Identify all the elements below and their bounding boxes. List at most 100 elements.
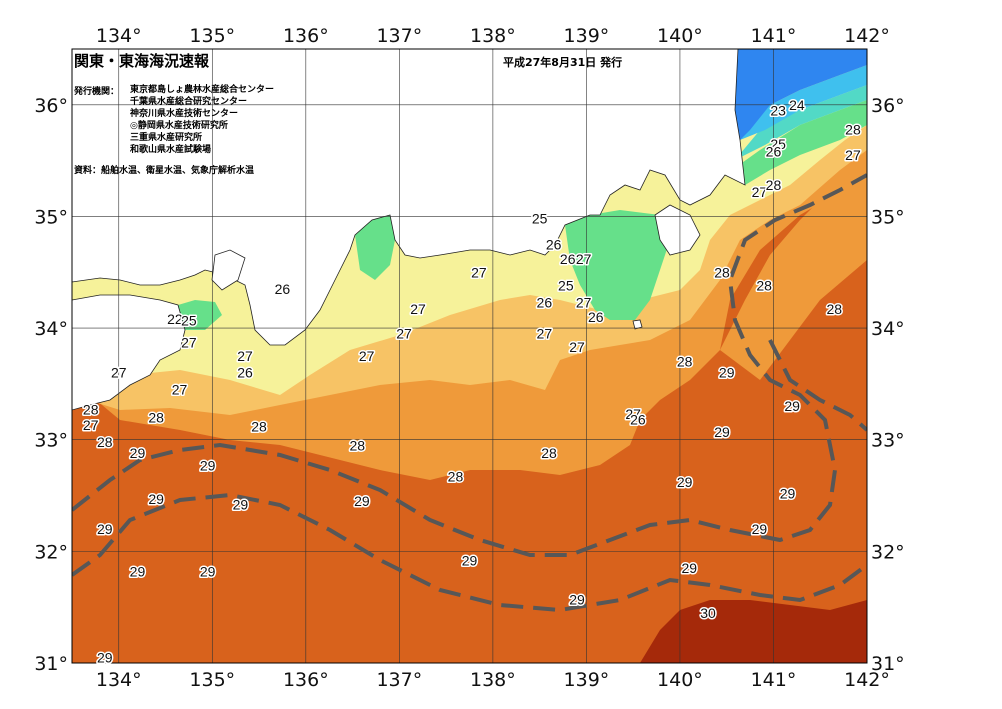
longitude-tick-label: 134° xyxy=(96,25,142,47)
kuroshio-axis-north xyxy=(768,339,867,432)
latitude-tick-label: 31° xyxy=(34,653,68,675)
longitude-tick-label: 139° xyxy=(564,669,610,691)
isotherm-label: 29 xyxy=(130,563,146,579)
isotherm-label: 29 xyxy=(200,563,216,579)
isotherm-label: 28 xyxy=(541,445,557,461)
sea-cold-zone-ne xyxy=(735,49,867,140)
latitude-tick-label: 36° xyxy=(871,95,905,117)
isotherm-label: 23 xyxy=(770,102,786,118)
isotherm-label: 27 xyxy=(172,381,188,397)
isotherm-label: 29 xyxy=(569,591,585,607)
sea-28-zone-east xyxy=(720,165,867,380)
sea-25-zone-izu xyxy=(565,210,670,320)
issuer-item: 千葉県水産総合研究センター xyxy=(130,97,248,107)
longitude-tick-label: 136° xyxy=(283,669,329,691)
longitude-tick-label: 138° xyxy=(470,25,516,47)
isotherm-label: 28 xyxy=(349,437,365,453)
sea-25-zone-kii xyxy=(178,300,222,330)
latitude-tick-label: 35° xyxy=(34,206,68,228)
isotherm-label: 29 xyxy=(714,424,730,440)
isotherm-label: 29 xyxy=(784,398,800,414)
axis-ticks: 134° 134° 135° 135° 136° 136° 137° 137° 138° 138°… xyxy=(34,25,904,691)
latitude-tick-label: 32° xyxy=(871,541,905,563)
kuroshio-axis-main xyxy=(72,173,867,557)
sea-30-zone xyxy=(640,600,867,663)
isotherm-label: 26 xyxy=(275,281,291,297)
longitude-tick-label: 140° xyxy=(657,25,703,47)
issuer-item: 神奈川県水産技術センター xyxy=(130,109,239,119)
isotherm-label: 28 xyxy=(83,402,99,418)
latitude-tick-label: 33° xyxy=(34,430,68,452)
plot-frame xyxy=(71,48,868,664)
isotherm-label: 29 xyxy=(233,496,249,512)
isotherm-label: 29 xyxy=(148,491,164,507)
boso-land xyxy=(654,204,701,256)
isotherm-label: 27 xyxy=(537,326,553,342)
latitude-tick-label: 33° xyxy=(871,430,905,452)
longitude-tick-label: 134° xyxy=(96,669,142,691)
sea-24-zone-ne xyxy=(735,85,867,160)
isotherm-label: 26 xyxy=(766,144,782,160)
longitude-tick-label: 142° xyxy=(844,669,890,691)
isotherm-label: 27 xyxy=(845,147,861,163)
isotherm-label: 26 xyxy=(560,251,576,267)
isotherm-label: 29 xyxy=(97,521,113,537)
isotherm-label: 26 xyxy=(237,365,253,381)
issue-date: 平成27年8月31日 発行 xyxy=(503,56,623,69)
longitude-tick-label: 137° xyxy=(376,669,422,691)
isotherm-label: 29 xyxy=(719,365,735,381)
isotherm-label: 22 xyxy=(167,311,183,327)
isotherm-label: 26 xyxy=(630,412,646,428)
isotherm-label: 27 xyxy=(396,326,412,342)
longitude-tick-label: 135° xyxy=(189,669,235,691)
longitude-tick-label: 142° xyxy=(844,25,890,47)
isotherm-label: 28 xyxy=(756,278,772,294)
isotherm-label: 28 xyxy=(826,301,842,317)
isotherm-label: 27 xyxy=(752,184,768,200)
isotherm-label: 29 xyxy=(97,649,113,665)
isotherm-label: 27 xyxy=(83,417,99,433)
issuer-item: 三重県水産研究所 xyxy=(130,133,203,143)
longitude-tick-label: 137° xyxy=(376,25,422,47)
isotherm-label: 26 xyxy=(537,294,553,310)
longitude-tick-label: 140° xyxy=(657,669,703,691)
data-source: 資料：船舶水温、衛星水温、気象庁解析水温 xyxy=(74,166,255,176)
graticule xyxy=(72,49,867,663)
kuroshio-axis-south xyxy=(72,492,867,613)
isotherm-label: 28 xyxy=(845,121,861,137)
isotherm-label: 27 xyxy=(471,264,487,280)
longitude-tick-label: 138° xyxy=(470,669,516,691)
isotherm-label: 28 xyxy=(677,354,693,370)
sea-25-zone-ise xyxy=(355,215,395,280)
izu-oshima-land xyxy=(632,319,643,330)
longitude-tick-label: 136° xyxy=(283,25,329,47)
issuer-item: ◎静岡県水産技術研究所 xyxy=(130,121,228,131)
isotherm-label: 29 xyxy=(354,493,370,509)
isotherm-label: 27 xyxy=(576,294,592,310)
isotherm-label: 29 xyxy=(677,474,693,490)
isotherm-label: 25 xyxy=(558,278,574,294)
isotherm-label: 28 xyxy=(97,434,113,450)
isotherm-label: 29 xyxy=(682,560,698,576)
longitude-tick-label: 141° xyxy=(751,669,797,691)
isotherm-label: 29 xyxy=(780,485,796,501)
isotherm-label: 28 xyxy=(448,469,464,485)
isotherm-label: 26 xyxy=(546,236,562,252)
isotherm-label: 27 xyxy=(237,348,253,364)
sea-23-zone-ne xyxy=(740,65,867,140)
isotherm-label: 27 xyxy=(181,335,197,351)
isotherm-label: 30 xyxy=(700,605,716,621)
isotherm-label: 25 xyxy=(181,312,197,328)
latitude-tick-label: 34° xyxy=(34,318,68,340)
isotherm-label: 29 xyxy=(130,445,146,461)
longitude-tick-label: 135° xyxy=(189,25,235,47)
isotherm-label: 28 xyxy=(714,264,730,280)
isotherm-label: 24 xyxy=(789,97,805,113)
latitude-tick-label: 32° xyxy=(34,541,68,563)
isotherm-label: 28 xyxy=(148,409,164,425)
issuer-item: 和歌山県水産試験場 xyxy=(130,145,212,155)
isotherm-label: 29 xyxy=(752,521,768,537)
isotherm-label: 27 xyxy=(111,365,127,381)
isotherm-label: 29 xyxy=(200,457,216,473)
